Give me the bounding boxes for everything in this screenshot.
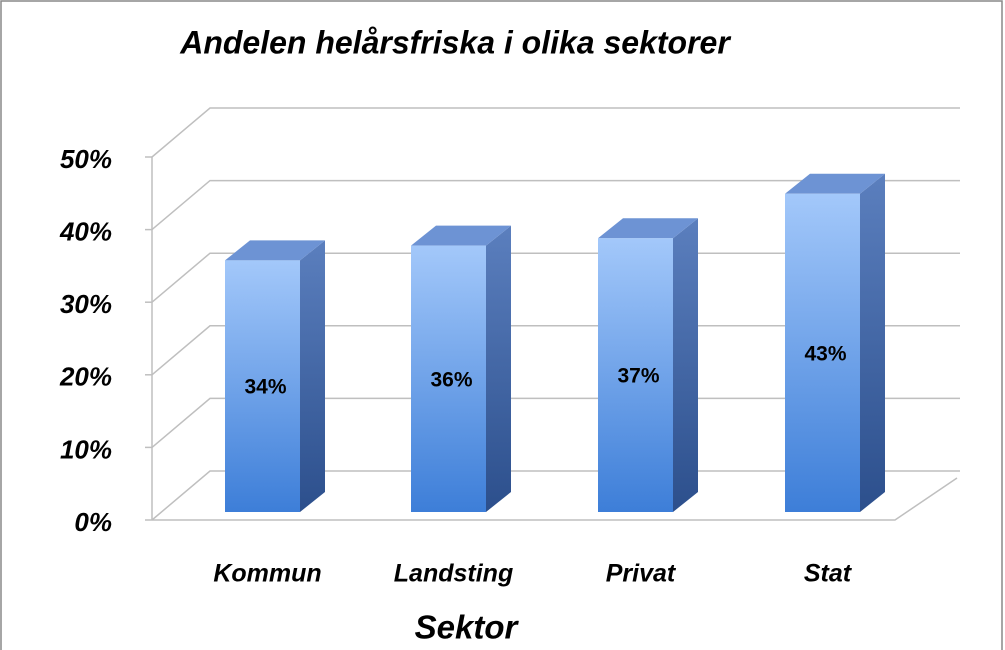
bar — [785, 193, 860, 513]
grid-line — [151, 107, 960, 158]
bar — [598, 238, 673, 512]
grid-line — [151, 252, 960, 303]
bar-side — [486, 225, 511, 512]
bar-side — [673, 218, 698, 512]
y-tick-label: 20% — [59, 362, 112, 392]
x-axis-title: Sektor — [415, 609, 520, 646]
grid-line — [151, 470, 960, 521]
y-tick-label: 50% — [60, 144, 112, 174]
data-label: 34% — [244, 376, 286, 399]
bar-top — [785, 173, 885, 194]
bar-side — [860, 173, 885, 513]
x-tick-label: Stat — [804, 560, 853, 588]
y-tick-label: 10% — [60, 434, 112, 464]
bar — [225, 260, 300, 512]
data-label: 43% — [804, 342, 846, 365]
bar-side — [300, 240, 325, 512]
chart-title: Andelen helårsfriska i olika sektorer — [179, 24, 731, 60]
data-label: 37% — [617, 365, 659, 388]
x-tick-label: Kommun — [213, 560, 321, 588]
y-tick-label: 40% — [59, 216, 112, 246]
data-label: 36% — [430, 368, 472, 391]
bar-top — [411, 225, 511, 246]
bar — [411, 245, 486, 512]
bar-top — [598, 218, 698, 239]
x-tick-label: Privat — [606, 560, 677, 588]
bar-top — [225, 240, 325, 261]
floor-edge — [152, 477, 958, 521]
grid-line — [151, 325, 960, 376]
x-tick-label: Landsting — [394, 560, 513, 588]
grid-line — [151, 179, 960, 231]
y-tick-label: 30% — [60, 289, 112, 319]
grid-line — [151, 397, 960, 448]
y-tick-label: 0% — [74, 507, 112, 537]
